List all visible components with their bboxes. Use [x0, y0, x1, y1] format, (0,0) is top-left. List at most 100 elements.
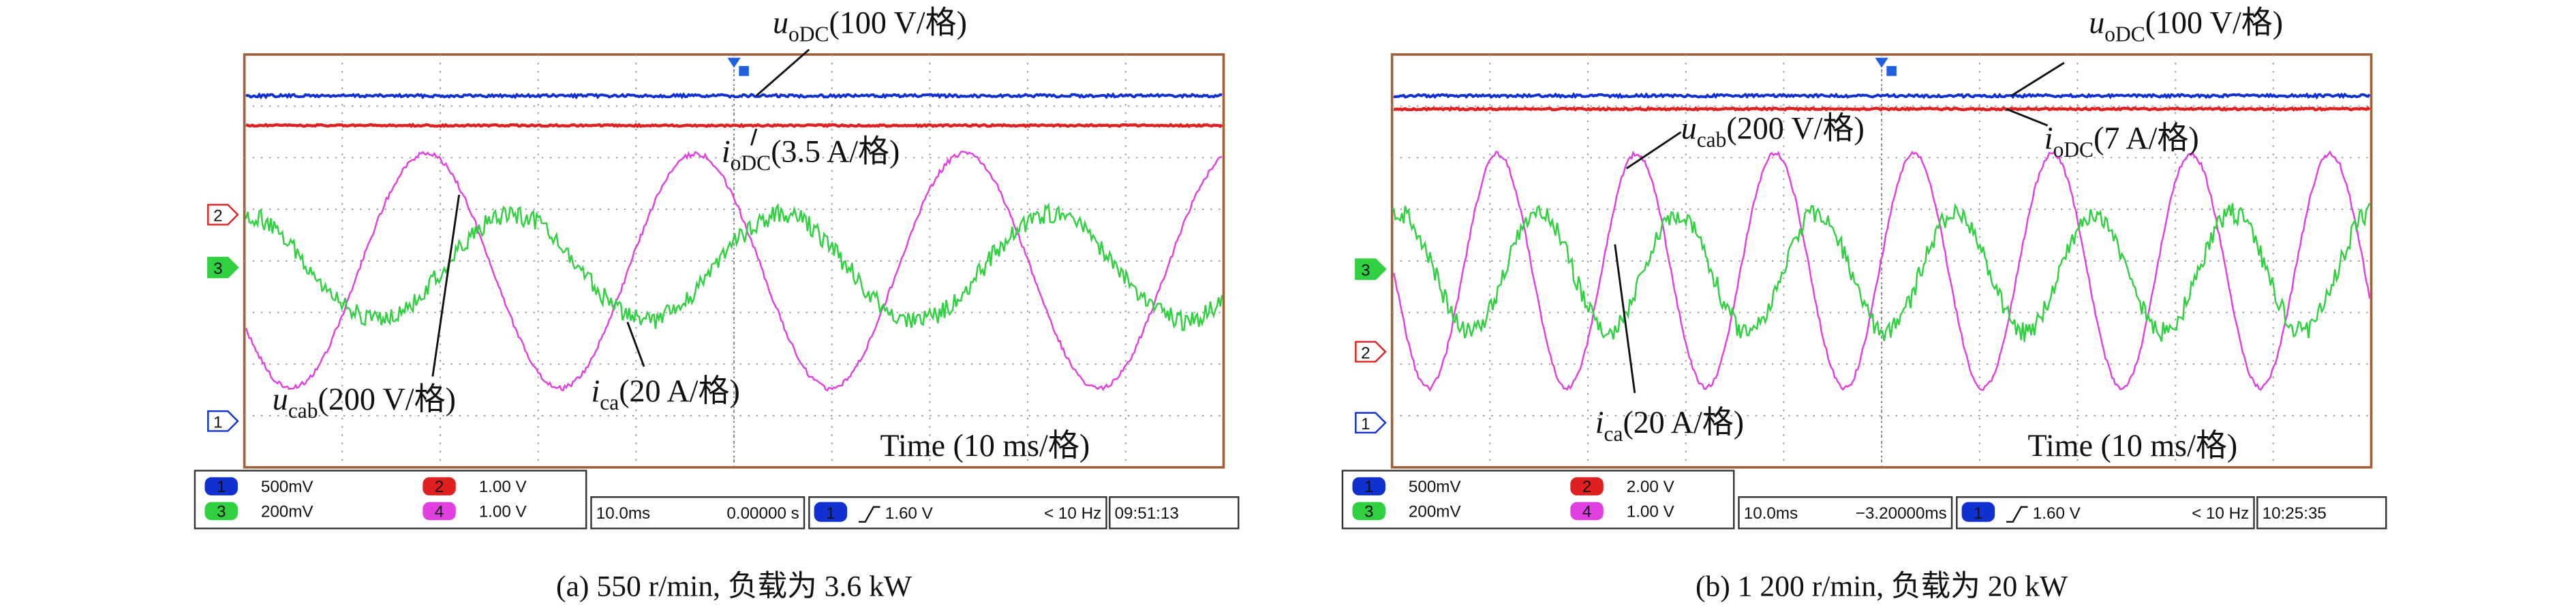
- channel-setting: 500mV: [261, 478, 314, 496]
- channel-marker-label: 1: [213, 414, 222, 432]
- channel-badge: [1961, 502, 1995, 522]
- trace-dc-current: [245, 123, 1223, 129]
- channel-number: 3: [217, 502, 226, 521]
- channel-badge: [1570, 502, 1604, 521]
- position: −3.20000ms: [1856, 504, 1947, 523]
- status-box: [1109, 496, 1240, 530]
- channel-number: 2: [1582, 478, 1591, 496]
- trigger-level: 1.60 V: [2033, 504, 2081, 523]
- channel-setting: 1.00 V: [479, 502, 527, 521]
- annotation-subscript: oDC: [2053, 138, 2094, 162]
- annotation-subscript: oDC: [2104, 22, 2145, 46]
- leader-line: [431, 194, 461, 377]
- trace-dc-voltage: [1393, 92, 2371, 100]
- channel-marker-label: 3: [1361, 262, 1370, 280]
- channel-marker: [207, 204, 239, 226]
- leader-line: [750, 128, 758, 146]
- trigger-icon: [1875, 57, 1897, 76]
- channel-marker-label: 1: [1361, 415, 1370, 433]
- trace-phase-current: [245, 202, 1223, 331]
- trace-dc-voltage: [245, 92, 1223, 100]
- channel-marker: [1355, 341, 1387, 363]
- channel-marker-label: 3: [213, 260, 222, 278]
- status-box: [808, 496, 1107, 530]
- status-box: [1341, 470, 1735, 530]
- frequency: < 10 Hz: [1044, 504, 1101, 523]
- annotation: ucab(200 V/格): [273, 382, 456, 423]
- channel-marker: [207, 410, 239, 432]
- status-box: [1738, 496, 1953, 530]
- channel-marker: [1355, 412, 1387, 434]
- leader-line: [1614, 244, 1636, 393]
- channel-marker-label: 2: [1361, 344, 1370, 363]
- caption: (b) 1 200 r/min, 负载为 20 kW: [1696, 570, 2068, 603]
- annotation-symbol: i: [591, 373, 600, 408]
- annotation-scale: (200 V/格): [1726, 111, 1864, 146]
- channel-badge: [423, 477, 456, 495]
- annotation-scale: (20 A/格): [619, 373, 740, 408]
- annotation-symbol: i: [1595, 405, 1604, 440]
- channel-setting: 1.00 V: [479, 478, 527, 496]
- annotation-subscript: ca: [600, 391, 619, 414]
- leader-line: [755, 48, 810, 97]
- annotation: ioDC(3.5 A/格): [722, 134, 900, 174]
- annotation-scale: (3.5 A/格): [771, 134, 900, 168]
- trace-line-voltage: [245, 151, 1223, 392]
- caption: (a) 550 r/min, 负载为 3.6 kW: [556, 570, 913, 603]
- channel-number: 4: [1582, 502, 1591, 521]
- annotation-scale: (7 A/格): [2094, 121, 2199, 155]
- annotation-symbol: u: [773, 5, 788, 40]
- annotation-scale: (20 A/格): [1623, 405, 1744, 440]
- annotation-scale: (100 V/格): [829, 5, 967, 40]
- channel-marker-label: 2: [213, 207, 222, 226]
- trigger-slope-icon: [2006, 506, 2028, 523]
- leader-line: [2010, 61, 2065, 97]
- status-box: [2256, 496, 2387, 530]
- channel-number: 2: [435, 478, 444, 496]
- annotation-scale: (200 V/格): [318, 382, 456, 416]
- channel-marker: [1355, 258, 1387, 280]
- channel-setting: 500mV: [1409, 478, 1462, 496]
- annotation: ica(20 A/格): [1595, 405, 1744, 446]
- time-base: Time (10 ms/格): [2028, 428, 2238, 463]
- channel-setting: 1.00 V: [1627, 502, 1675, 521]
- channel-badge: [814, 502, 848, 522]
- annotation-subscript: cab: [1697, 128, 1727, 152]
- annotation-subscript: cab: [288, 399, 318, 423]
- channel-badge: [204, 477, 238, 495]
- annotation-symbol: u: [1681, 111, 1697, 146]
- trace-line-voltage: [1392, 150, 2371, 392]
- annotation: ioDC(7 A/格): [2044, 121, 2199, 162]
- status-box: [590, 496, 806, 530]
- channel-setting: 200mV: [261, 502, 314, 521]
- timebase: 10.0ms: [596, 504, 650, 523]
- annotation-scale: (100 V/格): [2145, 5, 2283, 40]
- trigger-level: 1.60 V: [885, 504, 934, 523]
- trigger-channel: 1: [826, 504, 835, 523]
- position: 0.00000 s: [726, 504, 799, 523]
- annotation-subscript: ca: [1604, 422, 1623, 446]
- annotation-symbol: u: [2089, 5, 2104, 40]
- channel-number: 4: [435, 502, 444, 521]
- channel-setting: 200mV: [1409, 502, 1462, 521]
- annotation-symbol: u: [273, 382, 288, 416]
- status-box: [194, 470, 587, 530]
- annotation: uoDC(100 V/格): [773, 5, 967, 46]
- channel-setting: 2.00 V: [1627, 478, 1675, 496]
- channel-badge: [1352, 477, 1385, 495]
- leader-line: [2006, 108, 2049, 127]
- trigger-slope-icon: [859, 506, 880, 523]
- annotation-subscript: oDC: [788, 22, 829, 46]
- clock: 09:51:13: [1115, 504, 1179, 523]
- trace-phase-current: [1392, 202, 2371, 342]
- time-base: Time (10 ms/格): [880, 428, 1090, 463]
- channel-badge: [204, 502, 238, 521]
- trigger-channel: 1: [1974, 504, 1982, 523]
- trigger-icon: [727, 57, 749, 76]
- annotation-symbol: i: [722, 134, 731, 168]
- trace-dc-current: [1393, 106, 2371, 112]
